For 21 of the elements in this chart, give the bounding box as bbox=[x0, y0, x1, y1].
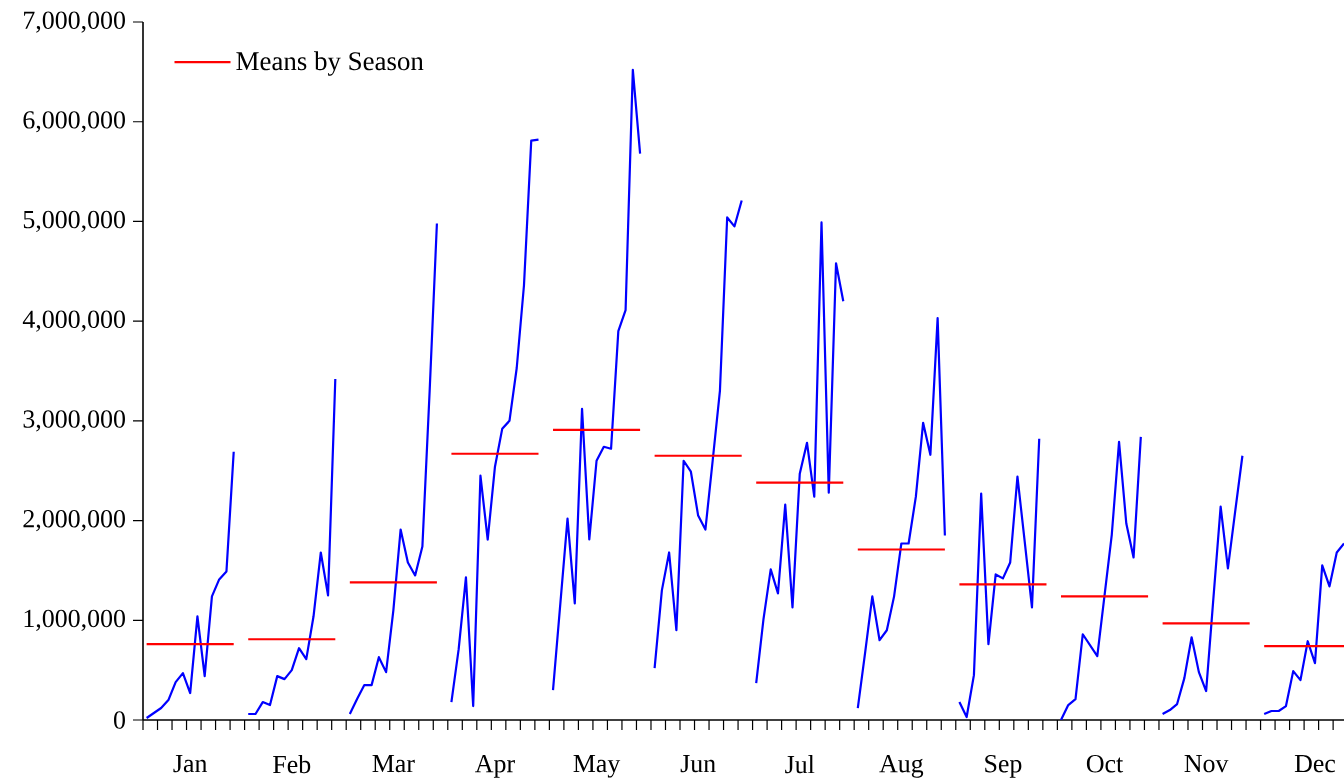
x-tick-label: May bbox=[573, 755, 621, 778]
x-tick-label: Nov bbox=[1184, 755, 1229, 773]
x-tick-label: Aug bbox=[879, 755, 924, 778]
x-tick-label: Jan bbox=[173, 755, 208, 773]
y-tick-label: 4,000,000 bbox=[22, 310, 125, 332]
x-tick-label: Oct bbox=[1086, 755, 1124, 773]
x-tick-label: Mar bbox=[372, 755, 415, 773]
x-tick-label: Dec bbox=[1294, 755, 1336, 773]
y-tick-label: 2,000,000 bbox=[23, 509, 125, 532]
y-tick-label: 3,000,000 bbox=[23, 410, 125, 432]
x-tick-label: Sep bbox=[985, 755, 1022, 778]
x-tick-label: Feb bbox=[273, 755, 311, 774]
y-tick-label: 0 bbox=[114, 711, 125, 729]
x-tick-label: Jun bbox=[680, 755, 716, 773]
y-tick-label: 6,000,000 bbox=[23, 111, 125, 133]
x-tick-label: Apr bbox=[475, 755, 515, 778]
legend-label: Means by Season bbox=[236, 51, 424, 76]
y-tick-label: 7,000,000 bbox=[24, 11, 125, 33]
x-tick-label: Jul bbox=[785, 755, 815, 774]
y-tick-label: 5,000,000 bbox=[23, 210, 125, 233]
y-tick-label: 1,000,000 bbox=[24, 609, 125, 631]
